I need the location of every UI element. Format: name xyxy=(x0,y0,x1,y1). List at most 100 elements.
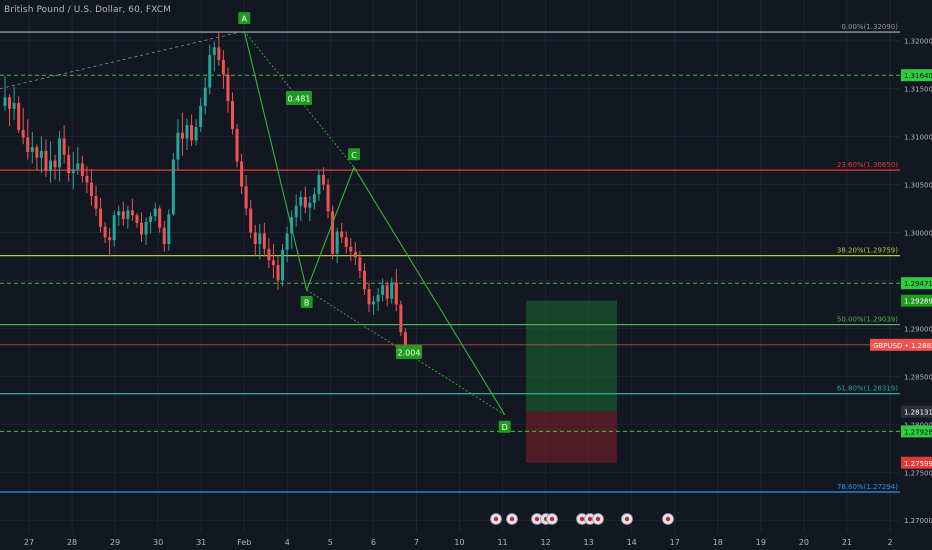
level-price-badge[interactable] xyxy=(901,69,932,82)
time-axis[interactable]: 27 28 29 30 31 Feb 4 5 6 7 10 11 12 13 14 17 18 19 20 21 2 xyxy=(0,533,932,550)
time-tick-label: 6 xyxy=(371,538,376,547)
time-tick-label: Feb xyxy=(237,538,251,547)
level-price-badge-text: 1.31640 xyxy=(904,72,932,80)
candle-body xyxy=(117,211,121,216)
level-price-badge[interactable] xyxy=(901,425,932,438)
candle-body xyxy=(353,251,357,258)
candle-body xyxy=(294,205,298,218)
time-tick-label: 18 xyxy=(713,538,723,547)
candle-series xyxy=(3,32,407,350)
candle-body xyxy=(17,103,21,130)
candle-body xyxy=(171,159,175,215)
candle-body xyxy=(212,47,216,56)
time-tick-label: 20 xyxy=(799,538,809,547)
candle-body xyxy=(390,282,394,299)
stop-price-badge[interactable] xyxy=(901,456,932,469)
time-tick-label: 29 xyxy=(110,538,120,547)
price-axis[interactable]: 1.320001.315001.310001.305001.300001.295… xyxy=(870,0,932,550)
event-flag-dot-icon xyxy=(493,516,499,522)
candle-body xyxy=(322,174,325,185)
pattern-point-marker[interactable] xyxy=(348,148,361,161)
time-tick-label: 27 xyxy=(24,538,34,547)
ratio-label: 2.004 xyxy=(398,349,421,358)
candle-body xyxy=(340,231,344,238)
level-price-badge-text: 1.27926 xyxy=(904,428,932,436)
pattern-point-marker[interactable] xyxy=(498,420,511,433)
level-price-badge[interactable] xyxy=(901,277,932,290)
candle-body xyxy=(285,233,289,250)
candle-body xyxy=(130,210,134,216)
time-tick-label: 4 xyxy=(285,538,290,547)
candle-body xyxy=(80,163,84,176)
fib-levels[interactable]: 0.00%(1.32090) 23.60%(1.30650) 38.20%(1.29… xyxy=(0,23,900,493)
event-flag-dot-icon xyxy=(595,516,601,522)
entry-price-badge[interactable] xyxy=(901,405,932,418)
candle-body xyxy=(135,215,139,223)
pattern-point-marker[interactable] xyxy=(238,12,251,25)
abcd-pattern[interactable]: A B C D 0.481 2.004 xyxy=(0,12,511,433)
candle-body xyxy=(126,210,130,220)
event-icons[interactable] xyxy=(490,513,674,525)
candle-body xyxy=(372,301,376,305)
candle-body xyxy=(176,132,180,160)
candle-body xyxy=(203,87,207,106)
fib-level-label: 50.00%(1.29039) xyxy=(837,316,898,324)
ratio-badge[interactable] xyxy=(396,345,422,359)
candle-body xyxy=(308,202,312,208)
candle-body xyxy=(8,97,12,109)
time-tick-label: 5 xyxy=(328,538,333,547)
candle-body xyxy=(344,237,348,247)
candle-body xyxy=(21,129,25,138)
pattern-point-marker[interactable] xyxy=(300,296,313,309)
candle-body xyxy=(290,217,294,234)
candle-body xyxy=(349,246,353,252)
target-zone[interactable] xyxy=(526,300,617,412)
ratio-badge[interactable] xyxy=(286,91,312,105)
fib-level-label: 23.60%(1.30650) xyxy=(837,161,898,169)
time-tick-label: 31 xyxy=(196,538,206,547)
fib-level-label: 78.60%(1.27294) xyxy=(837,483,898,491)
candle-body xyxy=(49,160,52,172)
candle-body xyxy=(89,182,93,197)
time-tick-label: 7 xyxy=(414,538,419,547)
entry-price-badge-text: 1.28131 xyxy=(904,409,932,417)
candle-body xyxy=(53,160,57,168)
candle-body xyxy=(331,211,335,254)
time-tick-label: 30 xyxy=(153,538,163,547)
candle-body xyxy=(94,196,98,209)
target-price-badge[interactable] xyxy=(901,294,932,307)
candle-body xyxy=(381,285,385,295)
price-tick-label: 1.29000 xyxy=(904,325,932,333)
candle-body xyxy=(326,184,330,212)
candle-body xyxy=(85,175,89,183)
candle-body xyxy=(103,226,107,238)
candle-body xyxy=(281,249,285,281)
candle-body xyxy=(140,222,143,235)
candle-body xyxy=(403,332,407,345)
candle-body xyxy=(335,231,339,254)
candle-body xyxy=(190,125,194,141)
candle-body xyxy=(99,208,103,227)
last-price-badge[interactable] xyxy=(870,338,932,351)
price-tick-label: 1.32000 xyxy=(904,38,932,46)
candle-body xyxy=(385,285,389,299)
pattern-point-label: C xyxy=(351,151,357,160)
candle-body xyxy=(26,137,30,152)
pattern-point-label: B xyxy=(304,299,310,308)
candle-body xyxy=(194,127,198,141)
time-tick-label: 21 xyxy=(842,538,852,547)
candle-body xyxy=(217,47,221,60)
level-price-badge-text: 1.29471 xyxy=(904,280,932,288)
event-flag-dot-icon xyxy=(549,516,555,522)
candle-body xyxy=(158,208,162,228)
candle-body xyxy=(399,304,403,333)
stop-zone[interactable] xyxy=(526,411,617,463)
price-tick-label: 1.28000 xyxy=(904,421,932,429)
price-tick-label: 1.31000 xyxy=(904,134,932,142)
stop-price-badge-text: 1.27599 xyxy=(904,460,932,468)
candle-body xyxy=(76,163,80,170)
abcd-zigzag[interactable] xyxy=(243,30,506,415)
candle-body xyxy=(185,125,189,139)
